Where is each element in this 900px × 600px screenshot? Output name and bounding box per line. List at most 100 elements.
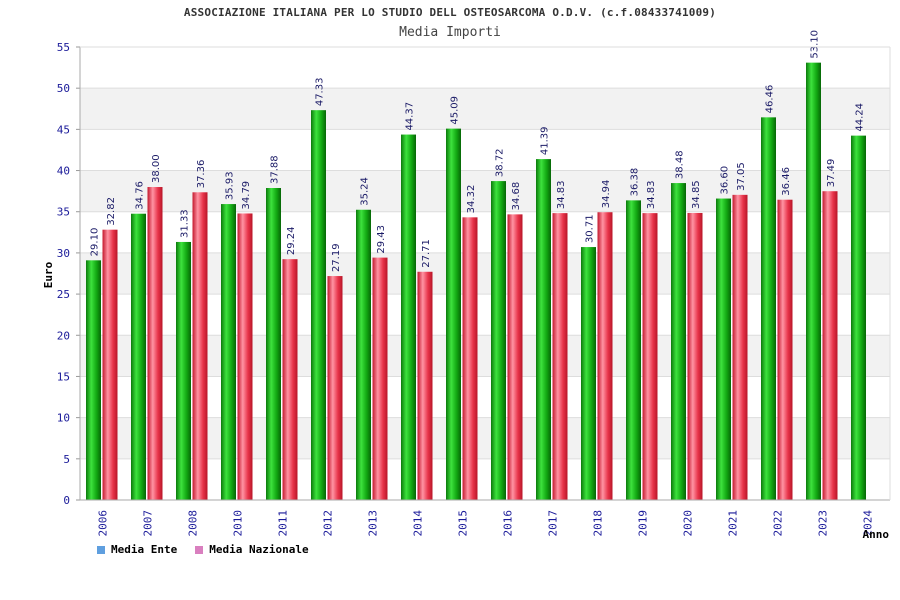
x-tick-label: 2014 xyxy=(412,510,425,537)
bar-media-nazionale-2012 xyxy=(327,276,343,500)
y-tick-label: 30 xyxy=(57,247,70,260)
plot-band xyxy=(80,294,890,336)
y-tick-label: 25 xyxy=(57,288,70,301)
chart-title: ASSOCIAZIONE ITALIANA PER LO STUDIO DELL… xyxy=(183,6,717,19)
data-label: 35.93 xyxy=(225,171,236,200)
y-tick-label: 50 xyxy=(57,82,70,95)
bar-media-nazionale-2019 xyxy=(642,213,658,501)
x-tick-label: 2013 xyxy=(367,510,380,537)
plot-band xyxy=(80,88,890,130)
x-tick-label: 2008 xyxy=(187,510,200,537)
plot-band xyxy=(80,170,890,212)
data-label: 34.68 xyxy=(511,182,522,211)
x-tick-label: 2021 xyxy=(727,510,740,537)
x-tick-label: 2012 xyxy=(322,510,335,537)
y-tick-label: 20 xyxy=(57,329,70,342)
x-tick-label: 2016 xyxy=(502,510,515,537)
plot-band xyxy=(80,47,890,89)
bar-media-nazionale-2015 xyxy=(462,217,478,500)
bar-media-ente-2022 xyxy=(761,117,776,500)
x-tick-label: 2017 xyxy=(547,510,560,537)
data-label: 29.43 xyxy=(376,225,387,254)
data-label: 36.38 xyxy=(630,168,641,197)
x-tick-label: 2010 xyxy=(232,510,245,537)
bar-media-nazionale-2006 xyxy=(102,229,118,500)
bar-media-ente-2015 xyxy=(446,128,461,500)
data-label: 31.33 xyxy=(180,209,191,238)
data-label: 37.88 xyxy=(270,155,281,184)
x-tick-label: 2020 xyxy=(682,510,695,537)
x-tick-label: 2006 xyxy=(97,510,110,537)
bar-media-ente-2018 xyxy=(581,247,596,500)
legend-swatch-media-nazionale xyxy=(195,545,204,554)
y-tick-label: 10 xyxy=(57,412,70,425)
bar-media-ente-2017 xyxy=(536,159,551,500)
bar-media-nazionale-2010 xyxy=(237,213,253,500)
bar-media-ente-2016 xyxy=(491,181,506,500)
x-axis-label: Anno xyxy=(863,528,890,541)
data-label: 34.85 xyxy=(691,180,702,209)
data-label: 35.24 xyxy=(360,177,371,206)
bar-media-nazionale-2007 xyxy=(147,187,163,500)
legend-swatch-media-ente xyxy=(97,545,105,554)
bar-media-nazionale-2020 xyxy=(687,212,703,501)
y-tick-label: 55 xyxy=(57,41,70,54)
legend-label-media-ente: Media Ente xyxy=(111,543,178,556)
data-label: 37.49 xyxy=(826,159,837,188)
data-label: 44.24 xyxy=(855,103,866,132)
plot-band xyxy=(80,335,890,377)
legend: Media Ente Media Nazionale xyxy=(97,543,309,556)
bar-media-nazionale-2023 xyxy=(822,191,838,500)
plot-band xyxy=(80,417,890,459)
data-label: 37.05 xyxy=(736,162,747,191)
plot-band xyxy=(80,252,890,295)
data-label: 45.09 xyxy=(450,96,461,125)
y-tick-label: 45 xyxy=(57,123,70,136)
data-label: 38.48 xyxy=(675,150,686,179)
x-tick-label: 2007 xyxy=(142,510,155,537)
bar-media-ente-2011 xyxy=(266,188,281,501)
data-label: 36.60 xyxy=(720,166,731,195)
bar-media-ente-2023 xyxy=(806,62,821,501)
data-label: 34.83 xyxy=(556,180,567,209)
y-tick-label: 0 xyxy=(63,494,70,507)
data-label: 34.79 xyxy=(241,181,252,210)
data-label: 34.32 xyxy=(466,185,477,214)
data-label: 27.71 xyxy=(421,239,432,268)
bar-media-ente-2012 xyxy=(311,110,326,500)
bar-media-nazionale-2008 xyxy=(192,192,208,500)
bar-media-ente-2020 xyxy=(671,183,686,500)
bar-media-ente-2019 xyxy=(626,200,641,500)
data-label: 36.46 xyxy=(781,167,792,196)
bar-media-ente-2008 xyxy=(176,241,191,501)
bar-media-nazionale-2017 xyxy=(552,213,568,501)
bar-media-ente-2013 xyxy=(356,209,371,500)
legend-label-media-nazionale: Media Nazionale xyxy=(209,543,309,556)
data-label: 30.71 xyxy=(585,214,596,243)
data-label: 29.24 xyxy=(286,227,297,256)
bar-media-nazionale-2016 xyxy=(507,214,523,500)
plot-band xyxy=(80,129,890,171)
data-label: 47.33 xyxy=(315,78,326,107)
x-tick-label: 2019 xyxy=(637,510,650,537)
legend-item-media-nazionale: Media Nazionale xyxy=(195,543,309,556)
data-label: 46.46 xyxy=(765,85,776,114)
x-tick-label: 2018 xyxy=(592,510,605,537)
bar-media-nazionale-2022 xyxy=(777,199,793,500)
x-tick-label: 2015 xyxy=(457,510,470,537)
legend-item-media-ente: Media Ente xyxy=(97,543,177,556)
data-label: 29.10 xyxy=(90,228,101,257)
data-label: 53.10 xyxy=(810,30,821,59)
bar-media-ente-2021 xyxy=(716,198,731,501)
y-tick-label: 35 xyxy=(57,206,70,219)
data-label: 32.82 xyxy=(106,197,117,226)
data-label: 44.37 xyxy=(405,102,416,131)
bar-media-ente-2014 xyxy=(401,134,416,500)
chart-subtitle: Media Importi xyxy=(399,25,501,40)
y-axis-label: Euro xyxy=(42,261,55,288)
y-tick-label: 40 xyxy=(57,165,70,178)
data-label: 38.72 xyxy=(495,148,506,177)
bar-media-nazionale-2011 xyxy=(282,259,298,500)
x-tick-label: 2022 xyxy=(772,510,785,537)
bar-media-nazionale-2021 xyxy=(732,194,748,501)
